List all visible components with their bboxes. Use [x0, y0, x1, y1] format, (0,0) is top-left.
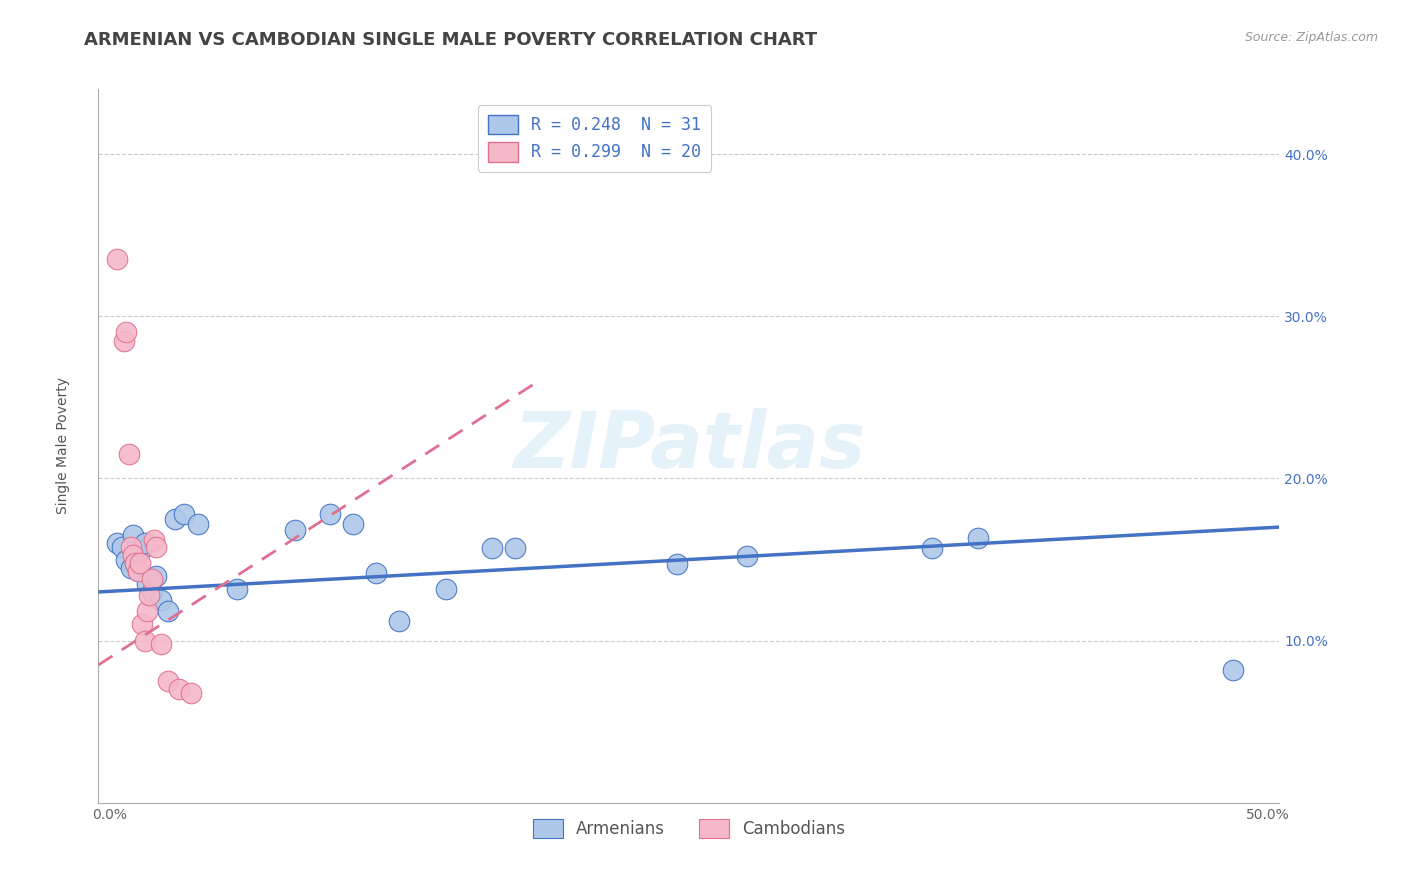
Point	[145, 540, 167, 554]
Text: ARMENIAN VS CAMBODIAN SINGLE MALE POVERTY CORRELATION CHART: ARMENIAN VS CAMBODIAN SINGLE MALE POVERT…	[84, 31, 817, 49]
Point	[124, 556, 146, 570]
Point	[115, 326, 138, 340]
Text: Single Male Poverty: Single Male Poverty	[56, 377, 70, 515]
Point	[122, 548, 145, 562]
Point	[169, 682, 191, 697]
Point	[503, 541, 526, 556]
Point	[129, 556, 152, 570]
Point	[127, 564, 149, 578]
Point	[666, 558, 689, 572]
Point	[120, 540, 142, 554]
Point	[117, 447, 139, 461]
Point	[136, 604, 159, 618]
Point	[145, 568, 167, 582]
Point	[115, 552, 138, 566]
Point	[921, 541, 943, 556]
Point	[124, 556, 146, 570]
Point	[342, 516, 364, 531]
Text: ZIPatlas: ZIPatlas	[513, 408, 865, 484]
Point	[127, 564, 149, 578]
Point	[149, 593, 172, 607]
Point	[149, 637, 172, 651]
Point	[138, 588, 160, 602]
Point	[735, 549, 758, 564]
Point	[434, 582, 457, 596]
Point	[136, 577, 159, 591]
Point	[156, 674, 179, 689]
Point	[129, 544, 152, 558]
Point	[319, 507, 342, 521]
Point	[187, 516, 209, 531]
Point	[366, 566, 388, 580]
Point	[481, 541, 503, 556]
Point	[180, 685, 202, 699]
Legend: Armenians, Cambodians: Armenians, Cambodians	[526, 812, 852, 845]
Point	[284, 524, 307, 538]
Point	[120, 560, 142, 574]
Point	[141, 572, 163, 586]
Point	[110, 540, 132, 554]
Text: Source: ZipAtlas.com: Source: ZipAtlas.com	[1244, 31, 1378, 45]
Point	[141, 585, 163, 599]
Point	[134, 536, 156, 550]
Point	[105, 536, 128, 550]
Point	[134, 633, 156, 648]
Point	[1222, 663, 1244, 677]
Point	[967, 532, 990, 546]
Point	[122, 528, 145, 542]
Point	[112, 334, 135, 348]
Point	[131, 617, 153, 632]
Point	[388, 614, 411, 628]
Point	[173, 507, 195, 521]
Point	[105, 252, 128, 267]
Point	[163, 512, 186, 526]
Point	[156, 604, 179, 618]
Point	[226, 582, 249, 596]
Point	[143, 533, 166, 547]
